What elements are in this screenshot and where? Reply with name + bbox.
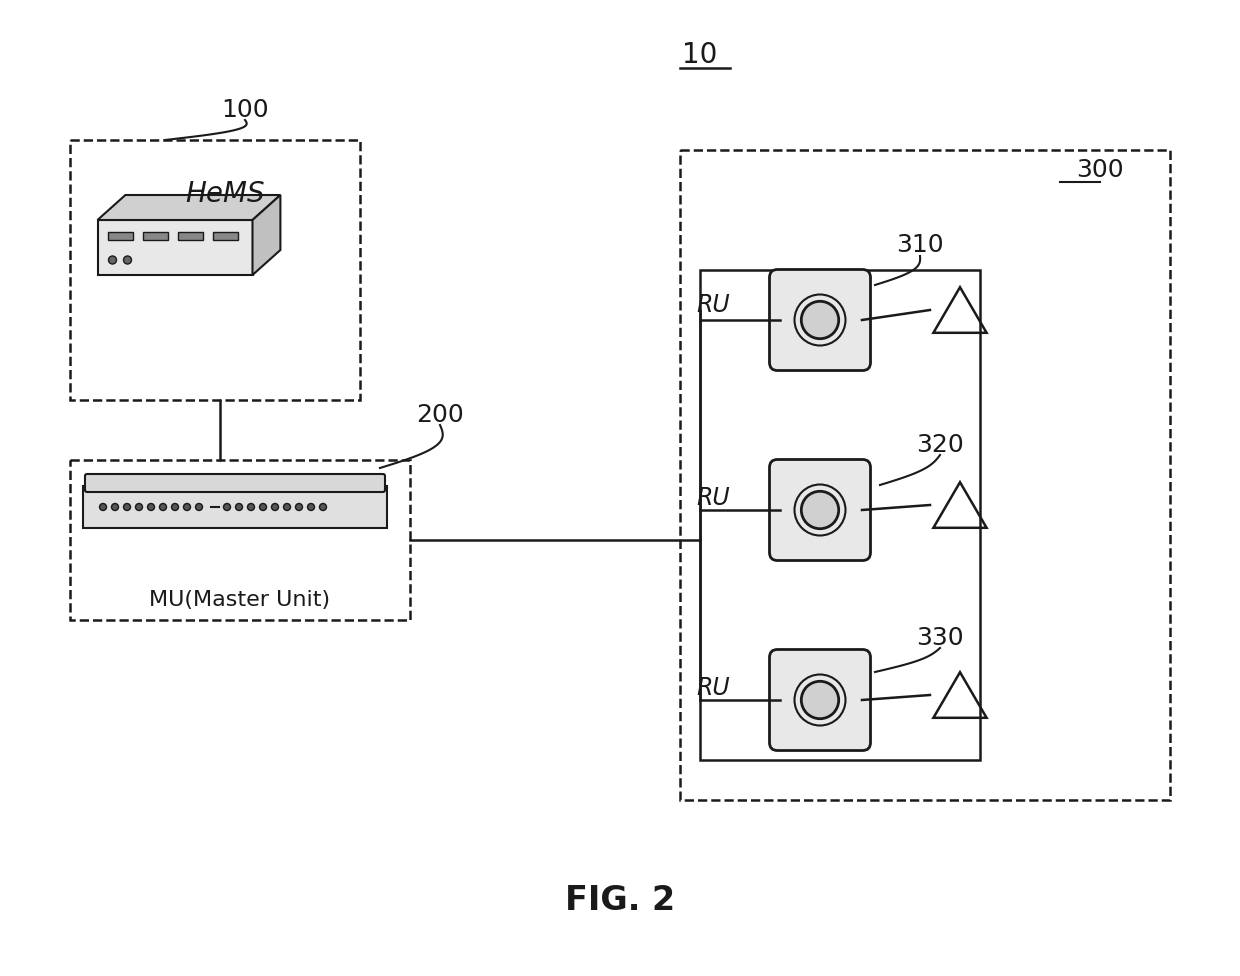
Circle shape	[109, 256, 117, 264]
Circle shape	[135, 504, 143, 510]
Circle shape	[259, 504, 267, 510]
Circle shape	[124, 504, 130, 510]
Circle shape	[272, 504, 279, 510]
Circle shape	[223, 504, 231, 510]
Circle shape	[295, 504, 303, 510]
FancyBboxPatch shape	[83, 486, 387, 528]
Circle shape	[171, 504, 179, 510]
Text: HeMS: HeMS	[185, 180, 264, 208]
Text: 200: 200	[417, 403, 464, 427]
Text: 10: 10	[682, 41, 718, 69]
Text: 100: 100	[221, 98, 269, 122]
FancyBboxPatch shape	[212, 232, 238, 240]
Circle shape	[284, 504, 290, 510]
Circle shape	[801, 491, 838, 529]
FancyBboxPatch shape	[770, 460, 870, 560]
Text: 320: 320	[916, 433, 963, 457]
Text: RU: RU	[697, 676, 730, 700]
Circle shape	[148, 504, 155, 510]
Circle shape	[99, 504, 107, 510]
Text: 330: 330	[916, 626, 963, 650]
FancyBboxPatch shape	[770, 649, 870, 751]
Circle shape	[320, 504, 326, 510]
FancyBboxPatch shape	[108, 232, 133, 240]
Circle shape	[160, 504, 166, 510]
Circle shape	[236, 504, 243, 510]
FancyBboxPatch shape	[98, 220, 253, 275]
Polygon shape	[98, 195, 280, 220]
Text: 300: 300	[1076, 158, 1123, 182]
Text: RU: RU	[697, 293, 730, 317]
Circle shape	[124, 256, 131, 264]
Circle shape	[308, 504, 315, 510]
FancyBboxPatch shape	[770, 269, 870, 371]
FancyBboxPatch shape	[143, 232, 167, 240]
Circle shape	[112, 504, 119, 510]
Text: MU(Master Unit): MU(Master Unit)	[150, 590, 331, 610]
Circle shape	[801, 681, 838, 718]
Text: FIG. 2: FIG. 2	[565, 883, 675, 916]
Circle shape	[248, 504, 254, 510]
FancyBboxPatch shape	[177, 232, 202, 240]
Circle shape	[801, 302, 838, 339]
FancyBboxPatch shape	[86, 474, 384, 492]
Text: RU: RU	[697, 486, 730, 510]
Text: 310: 310	[897, 233, 944, 257]
Polygon shape	[253, 195, 280, 275]
Circle shape	[184, 504, 191, 510]
Circle shape	[196, 504, 202, 510]
